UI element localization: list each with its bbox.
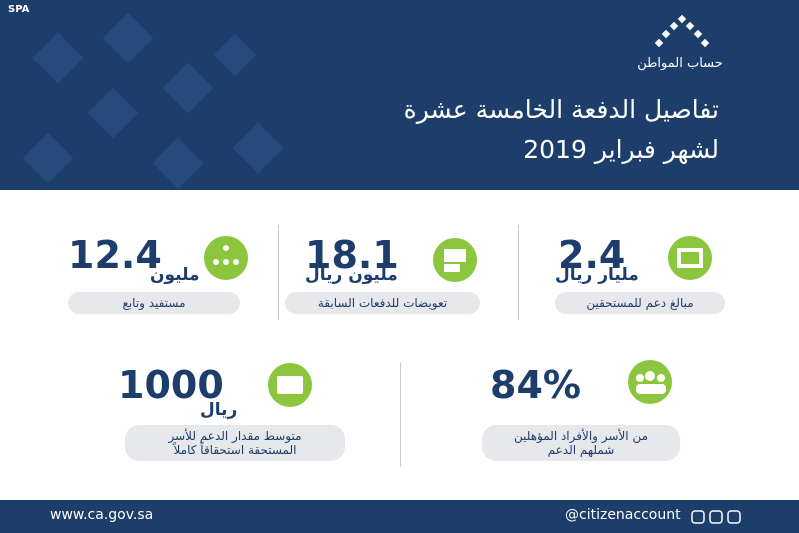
label-line: المستحقة استحقاقاً كاملاً bbox=[173, 443, 297, 457]
label-line: شملهم الدعم bbox=[547, 443, 615, 457]
divider bbox=[400, 362, 401, 467]
icon bbox=[204, 236, 248, 280]
icon bbox=[433, 238, 477, 282]
label-line: مستفيد وتابع bbox=[122, 296, 186, 310]
social-icons bbox=[691, 510, 741, 524]
stat-label: مبالغ دعم للمستحقين bbox=[555, 292, 725, 314]
label-line: متوسط مقدار الدعم للأسر bbox=[168, 429, 302, 443]
website: www.ca.gov.sa bbox=[50, 507, 154, 523]
decor bbox=[22, 12, 284, 189]
stat-unit: مليون bbox=[150, 265, 200, 285]
stat-number: 12.4 bbox=[68, 233, 162, 277]
title-line: لشهر فبراير 2019 bbox=[523, 135, 719, 164]
icon bbox=[628, 360, 672, 404]
agency-mark: SPA bbox=[8, 4, 30, 15]
stat-label: متوسط مقدار الدعم للأسر المستحقة استحقاقا… bbox=[125, 425, 345, 461]
logo-text: حساب المواطن bbox=[637, 56, 723, 71]
stat-number: 18.1 bbox=[305, 233, 399, 277]
social-handle: @citizenaccount bbox=[565, 507, 681, 523]
stat-number: 2.4 bbox=[558, 233, 626, 277]
label-line: تعويضات للدفعات السابقة bbox=[317, 296, 448, 310]
header: SPA حساب المواطن تفاصيل الدفعة الخامسة ع… bbox=[0, 0, 799, 190]
divider bbox=[518, 225, 519, 320]
title-line: تفاصيل الدفعة الخامسة عشرة bbox=[403, 95, 719, 124]
label-line: من الأسر والأفراد المؤهلين bbox=[513, 429, 649, 443]
stat-label: من الأسر والأفراد المؤهلين شملهم الدعم bbox=[482, 425, 680, 461]
divider bbox=[278, 225, 279, 320]
footer bbox=[0, 500, 799, 533]
stat-label: تعويضات للدفعات السابقة bbox=[285, 292, 480, 314]
logo-icon bbox=[654, 14, 710, 48]
stat-number: 84% bbox=[490, 363, 581, 407]
stat-label: مستفيد وتابع bbox=[68, 292, 240, 314]
icon bbox=[268, 363, 312, 407]
stat-unit: مليون ريال bbox=[305, 265, 398, 285]
icon bbox=[668, 236, 712, 280]
icons bbox=[204, 236, 712, 407]
label-line: مبالغ دعم للمستحقين bbox=[586, 296, 694, 310]
stat-number: 1000 bbox=[118, 363, 224, 407]
stat-unit: مليار ريال bbox=[555, 265, 639, 285]
stat-unit: ريال bbox=[200, 400, 238, 420]
